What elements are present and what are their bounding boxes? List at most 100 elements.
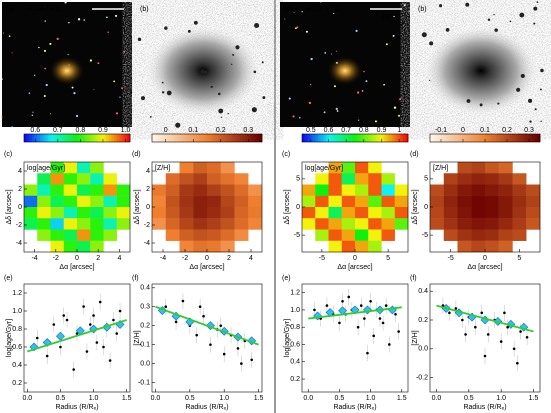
colorbar-segment xyxy=(69,134,72,142)
x-axis-label: Radius (R/Rₑ) xyxy=(185,404,228,411)
colorbar-segment xyxy=(174,134,178,142)
data-point xyxy=(181,299,185,303)
star xyxy=(8,35,11,38)
x-axis-label: Δα [arcsec] xyxy=(467,264,502,271)
y-tick-label: 0.4 xyxy=(12,362,22,369)
map-cell xyxy=(328,195,342,208)
colorbar-segment xyxy=(182,134,186,142)
map-cell xyxy=(90,240,104,253)
map-cell xyxy=(90,173,104,185)
colorbar-segment xyxy=(82,134,86,142)
colorbar-tick-label: 0.1 xyxy=(188,127,198,134)
colorbar-segment xyxy=(501,134,505,142)
data-point xyxy=(313,308,316,312)
data-point xyxy=(506,325,509,329)
colorbar-segment xyxy=(237,134,241,142)
star xyxy=(288,97,291,100)
map-cell xyxy=(328,229,342,241)
source xyxy=(540,68,544,73)
colorbar-segment xyxy=(531,134,535,142)
source xyxy=(232,53,235,56)
map-cell xyxy=(77,162,91,174)
colorbar-segment xyxy=(209,134,213,142)
quantity-label: log[age/Gyr] xyxy=(305,165,343,172)
map-cell xyxy=(90,184,104,196)
data-point xyxy=(499,340,503,343)
y-axis-label: Δδ [arcsec] xyxy=(284,189,291,224)
source xyxy=(220,116,222,118)
colorbar-segment xyxy=(362,134,366,142)
map-cell xyxy=(24,195,38,208)
source xyxy=(445,28,450,32)
y-tick-label: -5 xyxy=(422,232,428,239)
map-cell xyxy=(526,218,541,230)
source xyxy=(519,12,525,18)
fit-line xyxy=(27,319,127,353)
map-cell xyxy=(381,195,395,208)
data-point xyxy=(174,320,178,324)
colorbar-segment xyxy=(122,134,125,142)
map-cell xyxy=(248,207,263,219)
map-cell xyxy=(498,207,513,219)
star xyxy=(305,30,308,33)
map-cell xyxy=(355,195,369,208)
colorbar-segment xyxy=(485,134,489,142)
map-cell xyxy=(302,207,316,219)
data-point xyxy=(240,362,243,365)
data-point xyxy=(102,345,105,349)
map-cell xyxy=(248,195,263,208)
map-cell xyxy=(179,218,194,230)
scale-label: 25" xyxy=(103,14,114,21)
map-cell xyxy=(165,184,180,196)
map-cell xyxy=(90,207,104,219)
y-tick-label: 0.4 xyxy=(418,288,428,295)
map-cell xyxy=(179,229,194,241)
star xyxy=(115,14,118,17)
map-cell xyxy=(394,218,409,230)
star xyxy=(406,46,408,48)
data-point xyxy=(516,361,519,365)
star xyxy=(38,46,40,49)
map-cell xyxy=(165,173,180,185)
colorbar-segment xyxy=(402,134,406,142)
colorbar-segment xyxy=(389,134,393,142)
data-point xyxy=(338,321,341,325)
y-tick-label: 0 xyxy=(296,204,300,211)
map-cell xyxy=(471,240,486,253)
star xyxy=(43,95,46,98)
colorbar-segment xyxy=(471,134,475,142)
source xyxy=(479,103,483,107)
colorbar-segment xyxy=(435,134,439,142)
colorbar-tick-label: 0 xyxy=(461,127,465,134)
data-point xyxy=(486,333,490,336)
y-tick-label: 1.0 xyxy=(12,308,22,315)
map-cell xyxy=(526,207,541,219)
x-tick-label: 1.5 xyxy=(529,395,539,402)
colorbar-segment xyxy=(376,134,380,142)
galaxy-halo xyxy=(420,23,542,119)
star xyxy=(49,42,52,45)
colorbar-segment xyxy=(460,134,464,142)
colorbar-segment xyxy=(103,134,107,142)
colorbar-segment xyxy=(37,134,41,142)
colorbar-segment xyxy=(61,134,65,142)
map-cell xyxy=(512,229,527,241)
colorbar-segment xyxy=(479,134,483,142)
map-cell xyxy=(90,229,104,241)
y-tick-label: -4 xyxy=(16,240,22,247)
map-cell xyxy=(50,162,64,174)
map-cell xyxy=(341,229,356,241)
colorbar-tick-label: 0.6 xyxy=(30,127,40,134)
star xyxy=(365,80,368,83)
colorbar-segment xyxy=(493,134,497,142)
galaxy-id: 8154-1902 xyxy=(28,6,62,13)
colorbar-segment xyxy=(79,134,83,142)
star xyxy=(33,74,36,77)
star xyxy=(43,49,47,52)
data-point xyxy=(372,334,376,338)
source xyxy=(227,112,229,115)
colorbar-segment xyxy=(47,134,51,142)
map-cell xyxy=(471,229,486,241)
map-cell xyxy=(457,162,472,174)
star xyxy=(361,90,364,92)
